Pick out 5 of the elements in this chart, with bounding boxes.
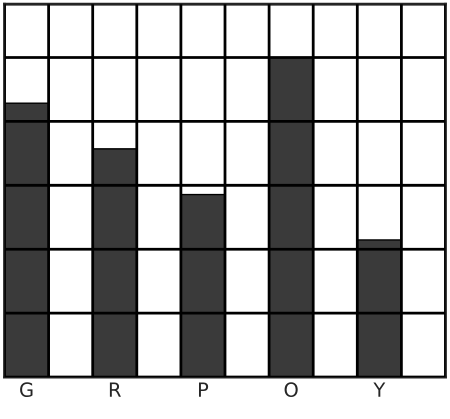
x-tick-label: O xyxy=(284,382,298,398)
x-tick-label: G xyxy=(20,382,32,398)
x-tick-label: P xyxy=(198,382,208,397)
x-tick-label: Y xyxy=(373,382,386,397)
x-tick-label: R xyxy=(110,382,121,397)
